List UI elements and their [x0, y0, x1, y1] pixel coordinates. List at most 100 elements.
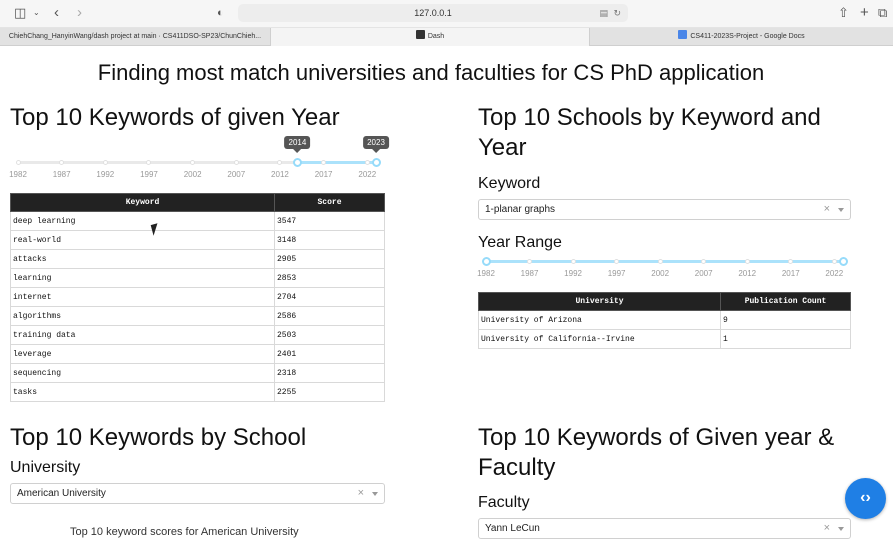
- reload-icon[interactable]: ↻: [613, 8, 621, 18]
- table-cell[interactable]: algorithms: [10, 306, 275, 326]
- table-cell[interactable]: 3148: [274, 230, 385, 250]
- table-cell[interactable]: attacks: [10, 249, 275, 269]
- university-label: University: [10, 459, 81, 476]
- table-row: real-world 3148: [10, 230, 385, 250]
- clear-icon[interactable]: ×: [823, 203, 830, 215]
- column-header[interactable]: Score: [274, 193, 385, 212]
- slider-mark-dot: [570, 259, 576, 264]
- slider-tick-label: 1997: [140, 170, 158, 179]
- slider-mark-dot: [59, 160, 65, 165]
- tab-google-docs[interactable]: CS411-2023S-Project - Google Docs: [590, 28, 893, 46]
- table-cell[interactable]: 2318: [274, 363, 385, 383]
- slider-handle-high[interactable]: [838, 257, 848, 266]
- column-header[interactable]: University: [478, 292, 721, 311]
- table-cell[interactable]: 2704: [274, 287, 385, 307]
- faculty-dropdown[interactable]: Yann LeCun ×: [478, 518, 851, 539]
- table-cell[interactable]: internet: [10, 287, 275, 307]
- slider-mark-dot: [614, 259, 620, 264]
- table-row: University of California--Irvine 1: [478, 329, 851, 349]
- slider-rail: [18, 161, 376, 164]
- table-cell[interactable]: 2255: [274, 382, 385, 402]
- slider-handle-low[interactable]: [292, 158, 302, 167]
- tab-bar: ChiehChang_HanyinWang/dash project at ma…: [0, 28, 893, 46]
- dropdown-value: 1-planar graphs: [485, 204, 556, 215]
- table-row: deep learning 3547: [10, 211, 385, 231]
- table-cell[interactable]: training data: [10, 325, 275, 345]
- chevron-down-icon[interactable]: [838, 527, 844, 531]
- slider-mark-dot: [831, 259, 837, 264]
- slider-tick-label: 1987: [52, 170, 71, 179]
- clear-icon[interactable]: ×: [823, 522, 830, 534]
- table-cell[interactable]: learning: [10, 268, 275, 288]
- slider-mark-dot: [277, 160, 283, 165]
- table-cell[interactable]: 2401: [274, 344, 385, 364]
- slider-tick-label: 2012: [738, 269, 757, 278]
- slider-handle-high[interactable]: [371, 158, 381, 167]
- table-cell[interactable]: tasks: [10, 382, 275, 402]
- keywords-by-year-heading: Top 10 Keywords of given Year: [10, 104, 340, 131]
- slider-mark-dot: [744, 259, 750, 264]
- clear-icon[interactable]: ×: [357, 487, 364, 499]
- chevron-down-icon[interactable]: [372, 492, 378, 496]
- tab-label: ChiehChang_HanyinWang/dash project at ma…: [8, 33, 262, 40]
- table-cell[interactable]: 3547: [274, 211, 385, 231]
- table-cell[interactable]: 1: [720, 329, 851, 349]
- table-row: University of Arizona 9: [478, 310, 851, 330]
- table-cell[interactable]: University of California--Irvine: [478, 329, 721, 349]
- new-tab-icon[interactable]: +: [860, 4, 869, 21]
- keyword-dropdown[interactable]: 1-planar graphs ×: [478, 199, 851, 220]
- table-cell[interactable]: real-world: [10, 230, 275, 250]
- year-range-slider[interactable]: 1982 1987 1992 1997 2002 2007 2012 2017 2022: [477, 255, 848, 285]
- back-icon[interactable]: ‹: [54, 4, 59, 21]
- docs-favicon-icon: [678, 30, 688, 39]
- code-toggle-button[interactable]: ‹›: [845, 478, 886, 519]
- chevron-down-icon[interactable]: ⌄: [33, 8, 40, 17]
- tab-dash[interactable]: Dash: [270, 28, 590, 46]
- slider-mark-dot: [233, 160, 239, 165]
- table-cell[interactable]: 2905: [274, 249, 385, 269]
- slider-mark-dot: [321, 160, 327, 165]
- table-cell[interactable]: 9: [720, 310, 851, 330]
- schools-table: University Publication Count University …: [478, 292, 851, 349]
- slider-tooltip-low: 2014: [284, 136, 311, 153]
- slider-tick-label: 2012: [271, 170, 289, 179]
- table-cell[interactable]: sequencing: [10, 363, 275, 383]
- column-header[interactable]: Publication Count: [720, 292, 851, 311]
- slider-tick-label: 2017: [314, 170, 333, 179]
- table-row: leverage 2401: [10, 344, 385, 364]
- sidebar-toggle-icon[interactable]: ◫: [14, 5, 27, 20]
- tab-github[interactable]: ChiehChang_HanyinWang/dash project at ma…: [0, 28, 270, 46]
- address-bar[interactable]: 127.0.0.1 ▤ ↻: [238, 4, 628, 22]
- slider-mark-dot: [527, 259, 533, 264]
- forward-icon[interactable]: ›: [77, 4, 82, 21]
- slider-handle-low[interactable]: [481, 257, 491, 266]
- table-row: internet 2704: [10, 287, 385, 307]
- slider-tooltip-high: 2023: [363, 136, 389, 153]
- slider-tick-label: 1987: [520, 269, 539, 278]
- table-cell[interactable]: 2503: [274, 325, 385, 345]
- keywords-table: Keyword Score deep learning 3547 real-worl…: [10, 193, 385, 402]
- slider-tick-label: 2002: [651, 269, 670, 278]
- year-range-slider[interactable]: 2014 2023 1982 1987 1992 1997 2002 2007 2012 20…: [9, 136, 389, 186]
- slider-tick-label: 2022: [358, 170, 377, 179]
- tab-overview-icon[interactable]: ⧉: [878, 5, 888, 20]
- chevron-down-icon[interactable]: [838, 208, 844, 212]
- table-cell[interactable]: 2586: [274, 306, 385, 326]
- keywords-by-school-heading: Top 10 Keywords by School: [10, 424, 307, 451]
- slider-tick-label: 1982: [477, 269, 495, 278]
- university-dropdown[interactable]: American University ×: [10, 483, 385, 504]
- keywords-by-faculty-heading: Top 10 Keywords of Given year & Faculty: [478, 424, 835, 481]
- privacy-shield-icon[interactable]: ◐: [217, 7, 224, 19]
- chart-caption: Top 10 keyword scores for American Unive…: [70, 526, 299, 538]
- column-header[interactable]: Keyword: [10, 193, 275, 212]
- slider-track: [297, 161, 376, 164]
- table-cell[interactable]: deep learning: [10, 211, 275, 231]
- table-cell[interactable]: University of Arizona: [478, 310, 721, 330]
- faculty-label: Faculty: [478, 494, 530, 511]
- slider-tick-label: 2022: [825, 269, 844, 278]
- translate-icon[interactable]: ▤: [599, 8, 608, 18]
- tab-label: CS411-2023S-Project - Google Docs: [690, 33, 805, 40]
- share-icon[interactable]: ⇧: [838, 5, 849, 20]
- table-cell[interactable]: 2853: [274, 268, 385, 288]
- table-cell[interactable]: leverage: [10, 344, 275, 364]
